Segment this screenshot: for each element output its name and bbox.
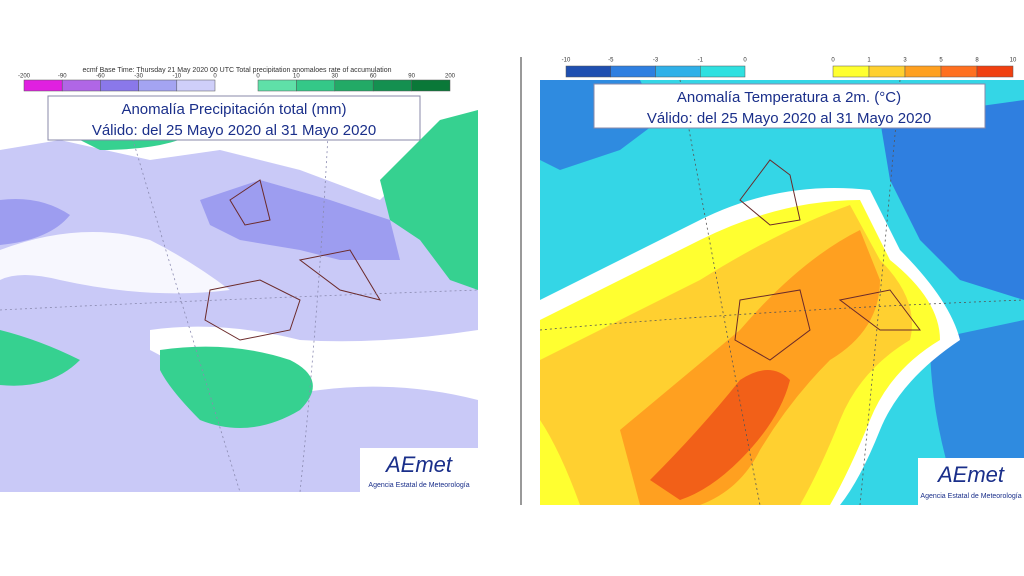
legend-swatch (868, 65, 906, 78)
map-area (880, 100, 1024, 300)
legend-label: 60 (370, 74, 377, 80)
legend-label: 10 (1010, 58, 1017, 64)
legend-swatch (61, 79, 101, 92)
legend-label: 3 (903, 58, 907, 64)
legend-label: -60 (96, 74, 105, 80)
legend-label: 0 (743, 58, 747, 64)
map-area (160, 346, 313, 428)
precipitation-map: Anomalía Precipitación total (mm) Válido… (0, 67, 479, 493)
map-header: ecmf Base Time: Thursday 21 May 2020 00 … (82, 67, 391, 74)
legend-label: 30 (331, 74, 338, 80)
legend-label: 200 (445, 74, 456, 80)
legend-swatch (610, 65, 656, 78)
legend-swatch (655, 65, 701, 78)
legend-swatch (976, 65, 1014, 78)
graticule (539, 79, 1024, 506)
legend-label: -5 (608, 58, 614, 64)
coastline (204, 179, 382, 341)
map-subtitle: Válido: del 25 Mayo 2020 al 31 Mayo 2020 (92, 122, 376, 139)
logo-box (360, 448, 478, 492)
logo-box (918, 458, 1024, 505)
legend-swatch (334, 79, 374, 92)
coastline (734, 159, 921, 361)
logo: AEmet (384, 452, 453, 477)
map-title: Anomalía Temperatura a 2m. (°C) (677, 89, 901, 106)
legend-swatch (296, 79, 336, 92)
map-area (650, 370, 790, 500)
map-area (380, 110, 478, 290)
legend-swatch (372, 79, 412, 92)
legend-label: 0 (256, 74, 260, 80)
legend-label: 90 (408, 74, 415, 80)
legend-swatch (176, 79, 216, 92)
legend-label: -10 (172, 74, 181, 80)
legend-swatch (832, 65, 870, 78)
legend-label: -3 (653, 58, 659, 64)
map-area (620, 230, 880, 505)
temperature-map: Anomalía Temperatura a 2m. (°C) Válido: … (539, 79, 1024, 506)
legend-swatch (23, 79, 63, 92)
legend-label: -10 (562, 58, 571, 64)
map-area (0, 330, 80, 386)
legend-label: -30 (134, 74, 143, 80)
legend-label: -200 (18, 74, 31, 80)
map-title: Anomalía Precipitación total (mm) (121, 101, 346, 118)
graticule (0, 95, 479, 493)
legend-label: -1 (698, 58, 704, 64)
legend-swatch (904, 65, 942, 78)
legend-swatch (411, 79, 451, 92)
logo-caption: Agencia Estatal de Meteorología (368, 482, 469, 489)
logo: AEmet (936, 462, 1005, 487)
legend-label: 1 (867, 58, 871, 64)
legend-swatch (940, 65, 978, 78)
legend-label: 0 (831, 58, 835, 64)
logo-caption: Agencia Estatal de Meteorología (920, 493, 1021, 500)
map-area (200, 180, 400, 260)
legend-swatch (257, 79, 297, 92)
legend-swatch (700, 65, 746, 78)
legend-label: 0 (213, 74, 217, 80)
map-area (0, 199, 70, 245)
title-box (593, 83, 986, 129)
map-area (0, 232, 230, 294)
legend-label: 5 (939, 58, 943, 64)
legend-swatch (100, 79, 139, 92)
legend-swatch (138, 79, 178, 92)
legend-swatch (565, 65, 611, 78)
map-subtitle: Válido: del 25 Mayo 2020 al 31 Mayo 2020 (647, 110, 931, 127)
legend-label: 10 (293, 74, 300, 80)
legend-label: -90 (58, 74, 67, 80)
legend-label: 8 (975, 58, 979, 64)
title-box (47, 95, 421, 141)
